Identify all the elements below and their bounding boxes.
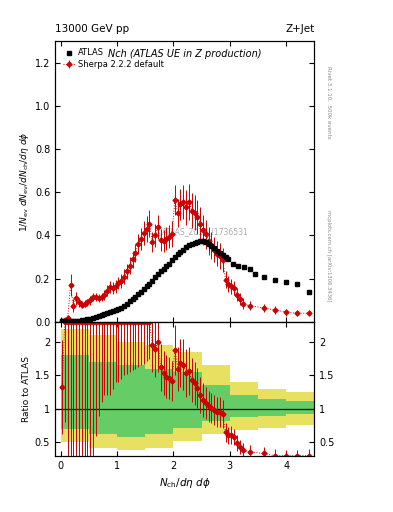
X-axis label: $N_\mathregular{ch}/d\eta\ d\phi$: $N_\mathregular{ch}/d\eta\ d\phi$ <box>159 476 211 490</box>
Y-axis label: $1/N_\mathregular{ev}\ dN_\mathregular{ev}/dN_\mathregular{ch}/d\eta\ d\phi$: $1/N_\mathregular{ev}\ dN_\mathregular{e… <box>18 131 31 231</box>
ATLAS <box>198 238 202 244</box>
Line: ATLAS: ATLAS <box>60 239 311 324</box>
ATLAS <box>105 310 110 316</box>
Text: Rivet 3.1.10,  500k events: Rivet 3.1.10, 500k events <box>326 66 331 139</box>
ATLAS <box>167 261 172 267</box>
ATLAS <box>60 318 64 324</box>
ATLAS <box>230 261 235 267</box>
Y-axis label: Ratio to ATLAS: Ratio to ATLAS <box>22 356 31 422</box>
Text: Nch (ATLAS UE in Z production): Nch (ATLAS UE in Z production) <box>108 49 261 59</box>
Text: mcplots.cern.ch [arXiv:1306.3436]: mcplots.cern.ch [arXiv:1306.3436] <box>326 210 331 302</box>
Text: 13000 GeV pp: 13000 GeV pp <box>55 24 129 34</box>
Text: Z+Jet: Z+Jet <box>285 24 314 34</box>
ATLAS <box>226 256 231 262</box>
ATLAS <box>85 316 90 323</box>
Text: ATLAS_2019_I1736531: ATLAS_2019_I1736531 <box>162 227 249 237</box>
ATLAS <box>119 305 124 311</box>
Legend: ATLAS, Sherpa 2.2.2 default: ATLAS, Sherpa 2.2.2 default <box>59 45 167 72</box>
ATLAS <box>307 289 311 295</box>
